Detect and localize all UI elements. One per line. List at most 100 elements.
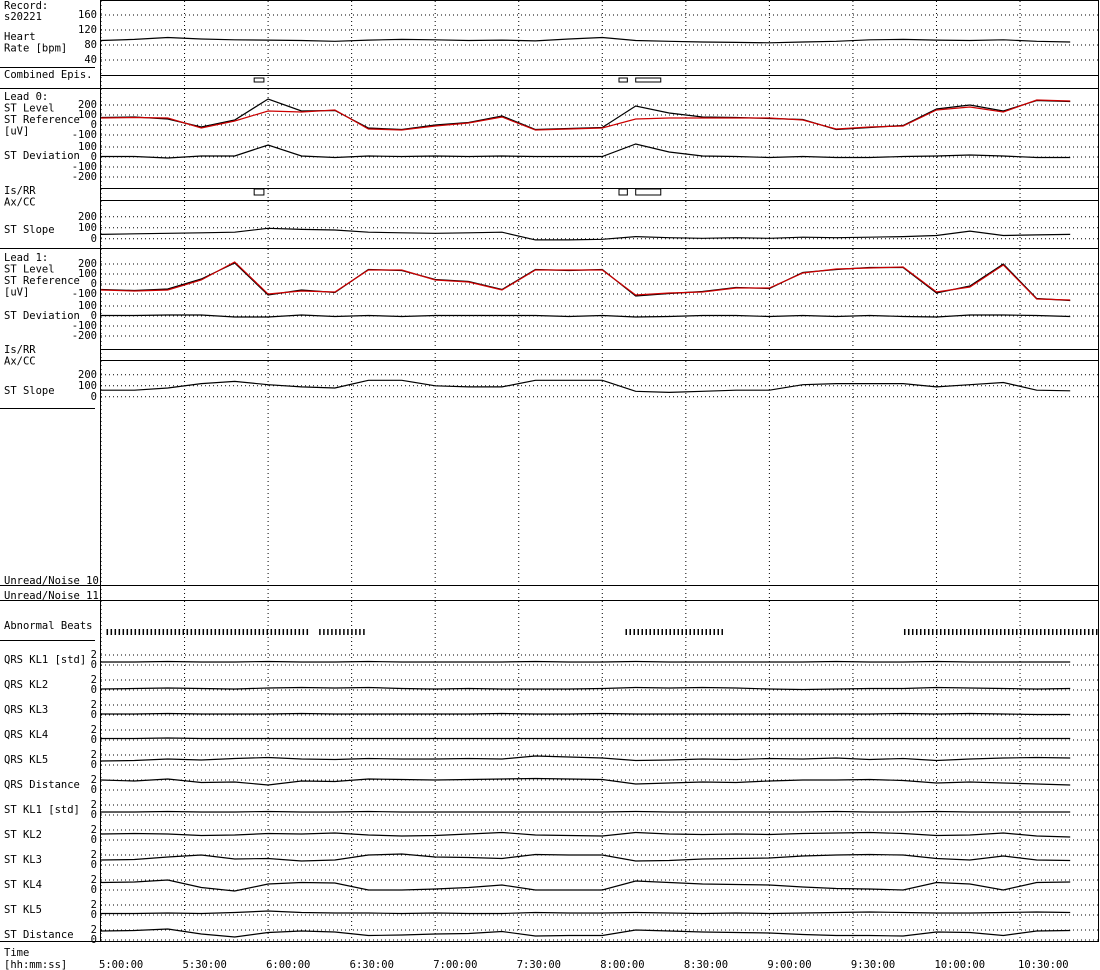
y-tick-label: 0 (91, 859, 97, 871)
panel-label: ST Level (4, 264, 55, 276)
trace-line (100, 99, 1071, 131)
panel-label: Lead 0: (4, 91, 48, 103)
y-tick-label: -200 (72, 330, 97, 342)
episode (253, 188, 265, 196)
y-tick-label: 2 (91, 824, 97, 836)
trace-line (100, 261, 1071, 301)
y-tick-label: 2 (91, 724, 97, 736)
y-tick-label: 0 (91, 278, 97, 290)
panel-label: ST KL4 (4, 879, 42, 891)
y-tick-label: 100 (78, 380, 97, 392)
trace-line (100, 853, 1071, 862)
panel-label: Unread/Noise 11 (4, 590, 99, 602)
y-tick-label: 2 (91, 674, 97, 686)
panel-label: ST Reference (4, 275, 80, 287)
panel-label: ST Distance (4, 929, 74, 941)
panel-label: ST Reference (4, 114, 80, 126)
y-tick-label: 0 (91, 709, 97, 721)
panel-label: Heart (4, 31, 36, 43)
trace-line (101, 910, 1071, 915)
x-tick-label: 5:30:00 (183, 959, 227, 970)
panel-label: Is/RR (4, 185, 36, 197)
episode (253, 77, 265, 83)
y-tick-label: 2 (91, 799, 97, 811)
y-tick-label: 0 (91, 759, 97, 771)
panel-label: Abnormal Beats (4, 620, 93, 632)
panel-label: [uV] (4, 287, 29, 299)
record-name: s20221 (4, 11, 42, 23)
y-tick-label: 200 (78, 369, 97, 381)
x-tick-label: 8:30:00 (684, 959, 728, 970)
y-tick-label: 2 (91, 849, 97, 861)
y-tick-label: 2 (91, 749, 97, 761)
trace-line (101, 379, 1071, 394)
x-tick-label: 7:00:00 (433, 959, 477, 970)
trace-line (100, 879, 1071, 892)
trace-line (101, 810, 1071, 813)
x-tick-label: 10:30:00 (1018, 959, 1069, 970)
y-tick-label: 100 (78, 109, 97, 121)
panel-label: QRS KL3 (4, 704, 48, 716)
y-tick-label: -100 (72, 288, 97, 300)
y-tick-label: 0 (91, 151, 97, 163)
y-tick-label: 0 (91, 310, 97, 322)
x-tick-label: 9:30:00 (851, 959, 895, 970)
y-tick-label: 0 (91, 834, 97, 846)
x-tick-label: 7:30:00 (517, 959, 561, 970)
trace-line (100, 36, 1071, 44)
y-tick-label: 0 (91, 391, 97, 403)
panel-label: QRS Distance (4, 779, 80, 791)
panel-label: [uV] (4, 126, 29, 138)
panel-label: Ax/CC (4, 197, 36, 209)
panel-label: ST Level (4, 103, 55, 115)
trace-line (100, 755, 1071, 762)
frame (0, 0, 1099, 942)
y-tick-label: 0 (91, 659, 97, 671)
panel-label: Rate [bpm] (4, 43, 67, 55)
trace-line (101, 143, 1071, 159)
trace-line (100, 831, 1071, 838)
trace-line (100, 777, 1071, 786)
y-tick-label: -100 (72, 320, 97, 332)
trace-line (101, 712, 1071, 716)
panel-label: ST Slope (4, 224, 55, 236)
y-tick-label: 160 (78, 9, 97, 21)
x-axis-label: Time (4, 947, 29, 959)
y-tick-label: 0 (91, 909, 97, 921)
y-tick-label: 0 (91, 884, 97, 896)
panel-label: ST Deviation (4, 310, 80, 322)
x-tick-label: 5:00:00 (99, 959, 143, 970)
panel-label: ST KL1 [std] (4, 804, 80, 816)
panel-label: Unread/Noise 10 (4, 575, 99, 587)
trace-line (101, 660, 1071, 663)
y-tick-label: 0 (91, 233, 97, 245)
y-tick-label: 0 (91, 784, 97, 796)
episode (618, 188, 628, 196)
trace-line (101, 737, 1071, 740)
y-tick-label: 120 (78, 24, 97, 36)
x-tick-label: 9:00:00 (767, 959, 811, 970)
y-tick-label: 2 (91, 699, 97, 711)
x-tick-label: 8:00:00 (600, 959, 644, 970)
y-tick-label: 2 (91, 649, 97, 661)
panel-label: QRS KL5 (4, 754, 48, 766)
trace-line (100, 928, 1071, 938)
panel-label: ST Slope (4, 385, 55, 397)
panel-label: QRS KL4 (4, 729, 48, 741)
y-tick-label: 100 (78, 141, 97, 153)
y-tick-label: -100 (72, 129, 97, 141)
trace-line (100, 686, 1071, 691)
x-tick-label: 6:30:00 (350, 959, 394, 970)
panel-label: ST Deviation (4, 150, 80, 162)
panel-label: ST KL5 (4, 904, 42, 916)
episode (635, 188, 662, 196)
panel-label: Ax/CC (4, 356, 36, 368)
y-tick-label: 0 (91, 809, 97, 821)
y-tick-label: 0 (91, 684, 97, 696)
y-tick-label: 100 (78, 300, 97, 312)
y-tick-label: 200 (78, 258, 97, 270)
y-tick-label: 2 (91, 899, 97, 911)
episode (618, 77, 628, 83)
panel-label: QRS KL1 [std] (4, 654, 86, 666)
